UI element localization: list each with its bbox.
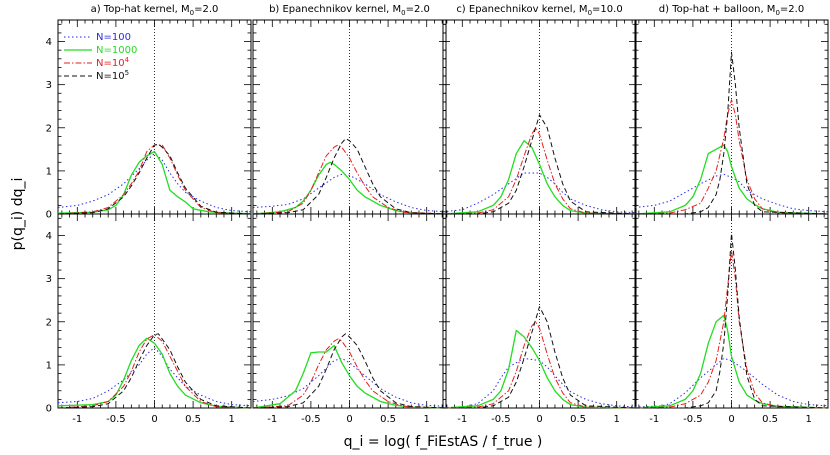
panel-0-3: d) Top-hat + balloon, M0=2.0 xyxy=(634,4,829,215)
x-tick-label: 1 xyxy=(614,414,620,425)
panel-title-sub: 0 xyxy=(190,9,194,17)
panel-title-main: a) Top-hat kernel, M xyxy=(91,4,190,15)
x-tick-label: -0.5 xyxy=(301,414,321,425)
x-tick-label: -1 xyxy=(267,414,277,425)
panel-title: c) Epanechnikov kernel, M0=10.0 xyxy=(456,4,622,17)
series-line-1 xyxy=(442,140,637,215)
series-line-0 xyxy=(634,173,829,213)
legend-label: N=100 xyxy=(96,32,131,43)
x-tick-label: -0.5 xyxy=(106,414,126,425)
x-tick-label: 0 xyxy=(728,414,734,425)
series-line-1 xyxy=(252,161,447,215)
panel-1-1: -1 -0.5 0 0.5 1 xyxy=(252,213,447,425)
y-tick-label: 0 xyxy=(46,210,52,221)
series-line-2 xyxy=(252,144,447,215)
panel-title: a) Top-hat kernel, M0=2.0 xyxy=(91,4,219,17)
series-line-2 xyxy=(634,99,829,215)
series-line-2 xyxy=(57,334,252,409)
y-tick-label: 4 xyxy=(46,37,52,48)
panel-0-2: c) Epanechnikov kernel, M0=10.0 xyxy=(442,4,637,215)
legend-label-text: N=10 xyxy=(96,71,125,82)
x-tick-label: 0.5 xyxy=(762,414,778,425)
panel-title: b) Epanechnikov kernel, M0=2.0 xyxy=(269,4,430,17)
panel-1-3: -1 -0.5 0 0.5 1 xyxy=(634,213,829,425)
series-line-1 xyxy=(57,150,252,215)
y-tick-label: 1 xyxy=(46,166,52,177)
panel-frame xyxy=(442,19,637,215)
series-line-3 xyxy=(635,51,829,215)
x-tick-label: 1 xyxy=(806,414,812,425)
panel-title-main: d) Top-hat + balloon, M xyxy=(659,4,776,15)
legend-label-text: N=1000 xyxy=(96,45,137,56)
panel-1-2: -1 -0.5 0 0.5 1 xyxy=(442,213,637,425)
panel-1-0: -1 -0.5 0 0.5 1 0 1 2 3 4 xyxy=(46,213,252,425)
x-tick-label: 0.5 xyxy=(570,414,586,425)
x-tick-label: -1 xyxy=(649,414,659,425)
panel-0-1: b) Epanechnikov kernel, M0=2.0 xyxy=(252,4,447,215)
y-tick-label: 3 xyxy=(46,274,52,285)
panel-title-main: c) Epanechnikov kernel, M xyxy=(456,4,587,15)
series-line-3 xyxy=(443,114,637,215)
x-tick-label: 0 xyxy=(346,414,352,425)
legend-label: N=105 xyxy=(96,69,129,82)
x-tick-label: 0 xyxy=(536,414,542,425)
y-tick-label: 0 xyxy=(46,404,52,415)
y-tick-label: 3 xyxy=(46,80,52,91)
series-line-3 xyxy=(443,306,637,409)
y-tick-label: 2 xyxy=(46,123,52,134)
series-line-3 xyxy=(252,333,447,409)
series-line-2 xyxy=(252,338,447,409)
series-line-3 xyxy=(57,143,252,215)
x-tick-label: -0.5 xyxy=(683,414,703,425)
series-line-0 xyxy=(57,347,252,407)
legend-label: N=104 xyxy=(96,56,130,69)
x-tick-label: 0 xyxy=(151,414,157,425)
series-line-0 xyxy=(634,357,829,408)
series-line-3 xyxy=(252,138,447,215)
x-axis-label: q_i = log( f_FiEstAS / f_true ) xyxy=(344,434,543,450)
panel-title-sub: 0 xyxy=(588,9,592,17)
panel-title: d) Top-hat + balloon, M0=2.0 xyxy=(659,4,804,17)
series-line-0 xyxy=(442,357,637,409)
series-line-1 xyxy=(252,344,447,409)
panel-title-value: =2.0 xyxy=(194,4,218,15)
panel-title-sub: 0 xyxy=(401,9,405,17)
x-tick-label: 1 xyxy=(424,414,430,425)
legend-label-exponent: 5 xyxy=(125,69,129,77)
series-line-3 xyxy=(635,232,829,409)
series-line-1 xyxy=(634,144,829,215)
series-line-1 xyxy=(57,337,252,409)
legend-label-text: N=100 xyxy=(96,32,131,43)
panel-title-value: =2.0 xyxy=(780,4,804,15)
panel-frame xyxy=(634,19,829,215)
x-tick-label: -0.5 xyxy=(491,414,511,425)
y-axis-label: p(q_i) dq_i xyxy=(10,178,26,251)
x-tick-label: -1 xyxy=(457,414,467,425)
panel-frame xyxy=(252,19,447,215)
y-tick-label: 2 xyxy=(46,317,52,328)
panel-frame xyxy=(57,19,252,215)
legend-label: N=1000 xyxy=(96,45,137,56)
legend-label-text: N=10 xyxy=(96,58,125,69)
y-tick-label: 4 xyxy=(46,231,52,242)
x-tick-label: 1 xyxy=(229,414,235,425)
series-line-1 xyxy=(442,329,637,409)
x-tick-label: 0.5 xyxy=(185,414,201,425)
series-line-3 xyxy=(57,333,252,409)
legend-label-exponent: 4 xyxy=(125,56,130,64)
panel-title-value: =10.0 xyxy=(592,4,623,15)
panel-title-sub: 0 xyxy=(775,9,779,17)
x-tick-label: -1 xyxy=(72,414,82,425)
x-tick-label: 0.5 xyxy=(380,414,396,425)
panel-title-value: =2.0 xyxy=(406,4,430,15)
y-tick-label: 1 xyxy=(46,360,52,371)
panel-title-main: b) Epanechnikov kernel, M xyxy=(269,4,401,15)
